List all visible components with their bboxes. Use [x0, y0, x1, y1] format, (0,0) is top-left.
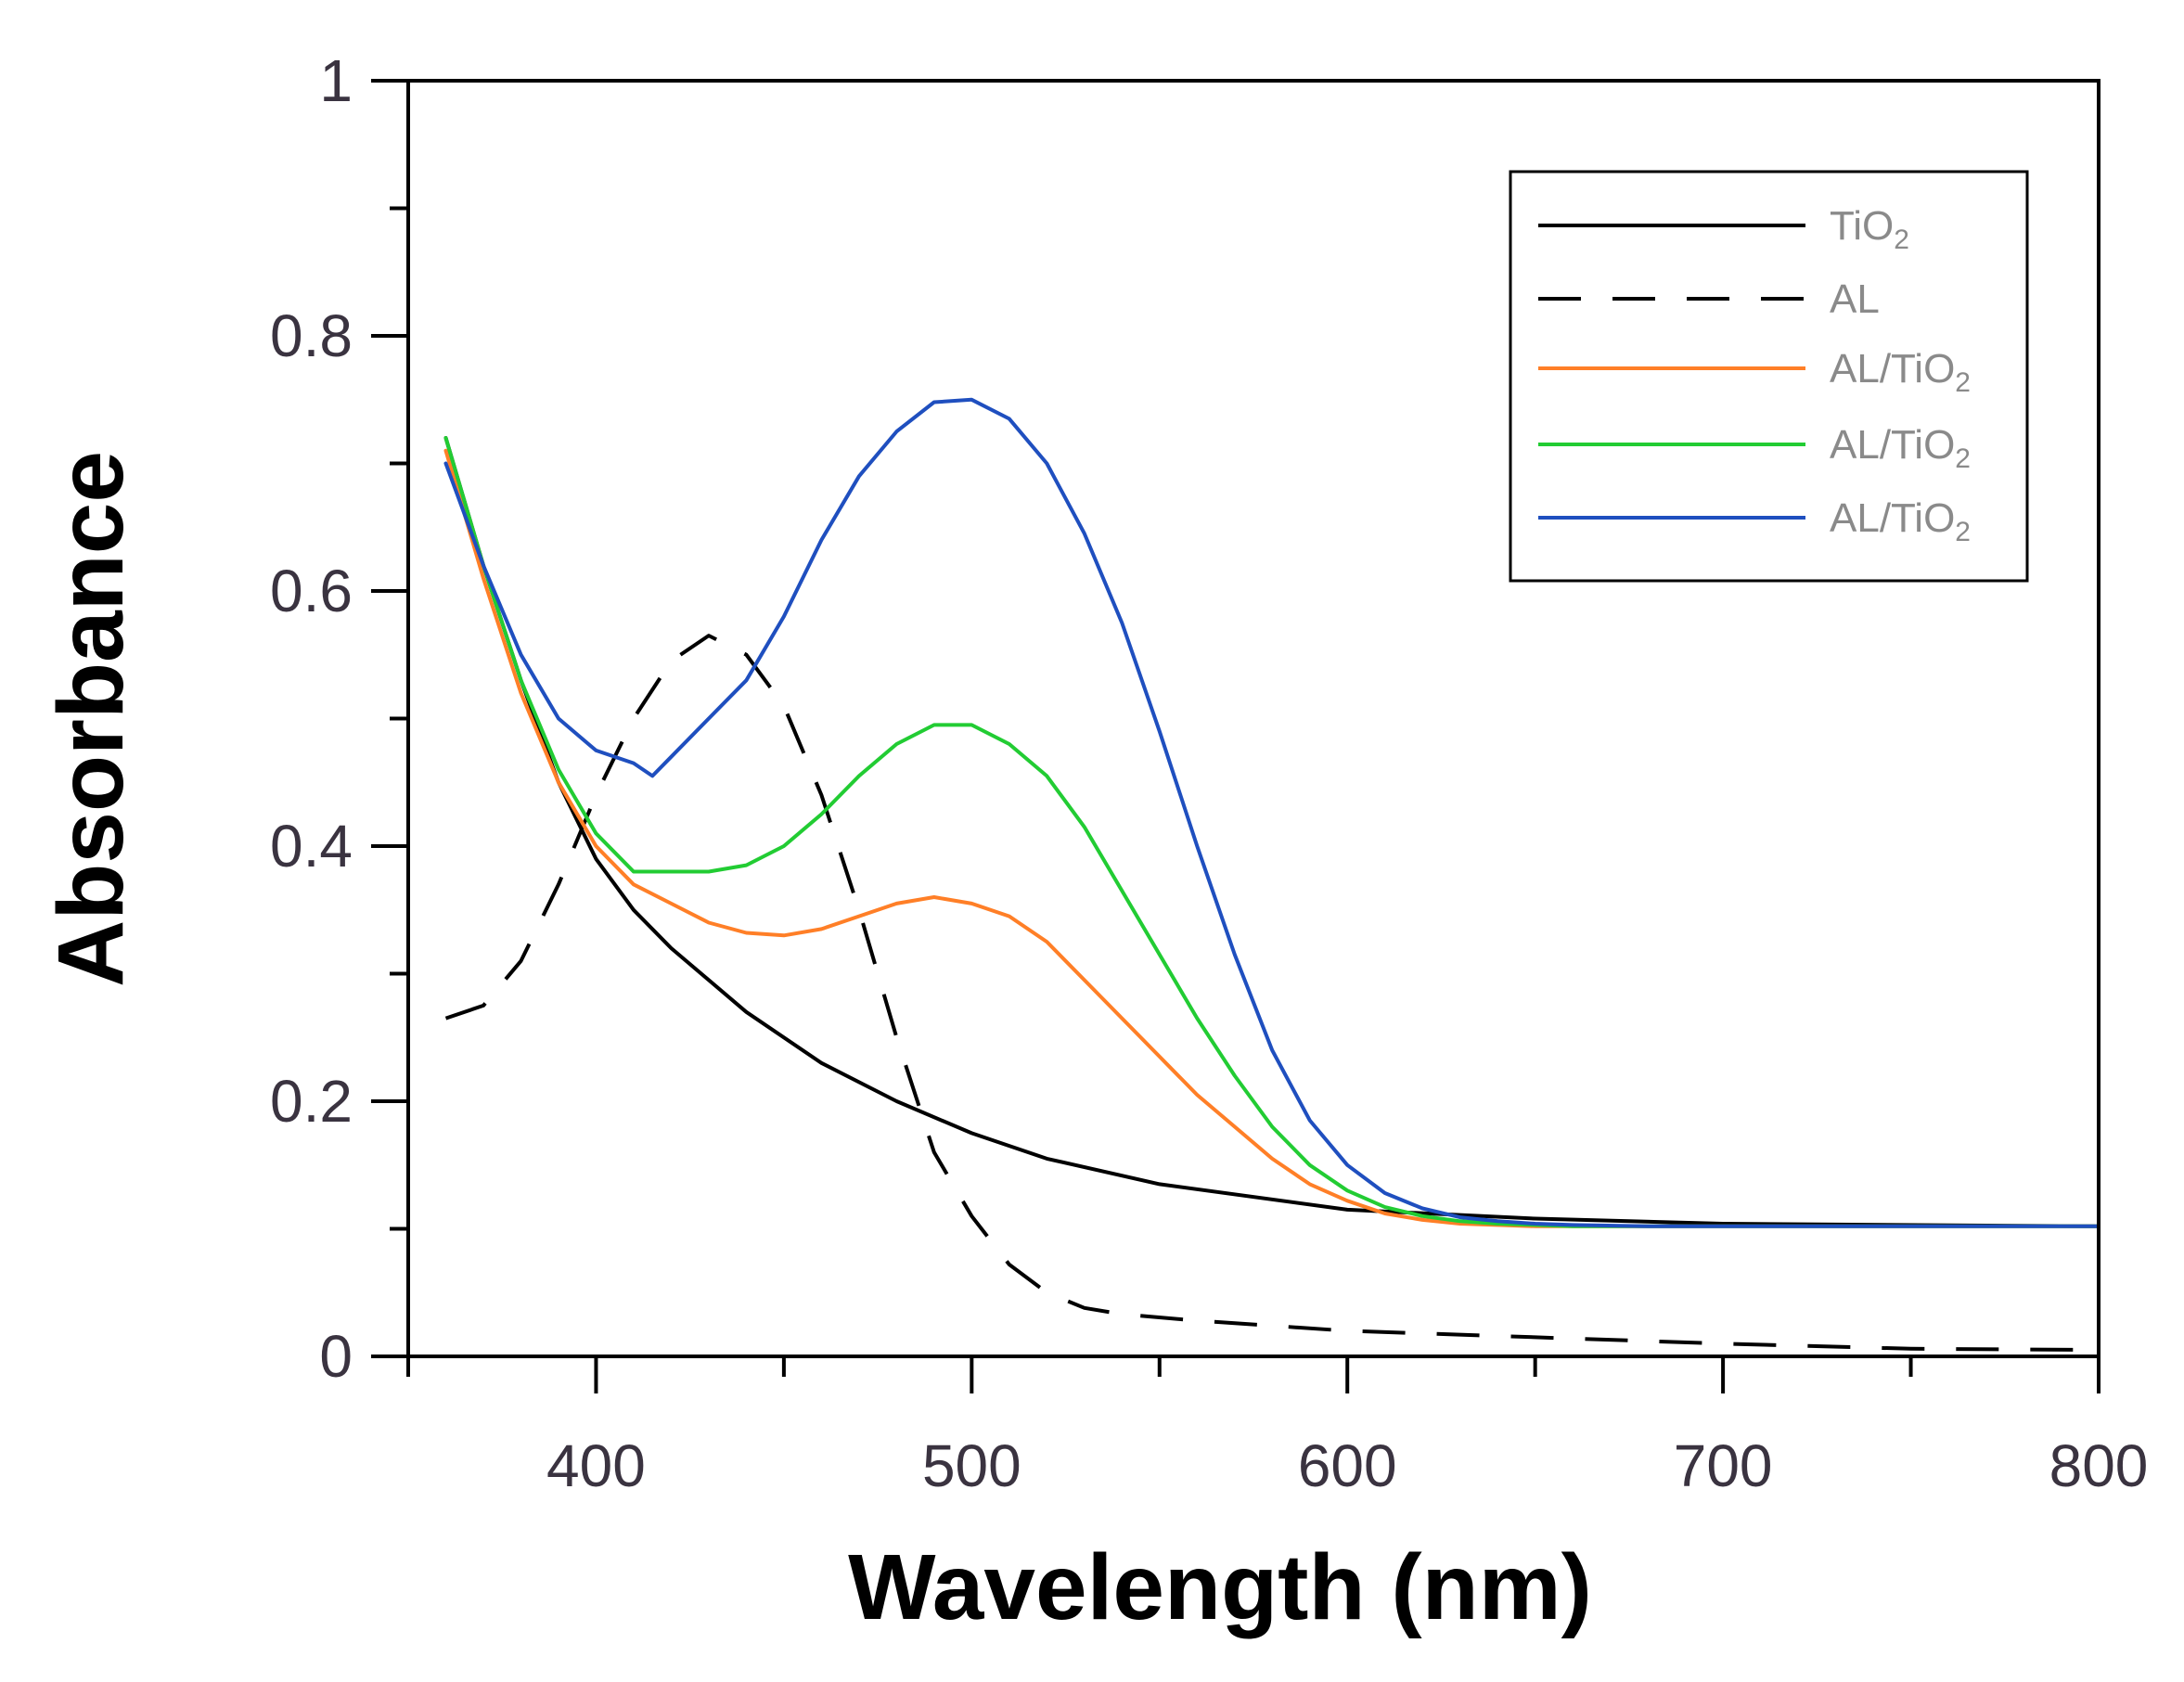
y-axis-title: Absorbance: [39, 451, 143, 987]
y-axis-ticks: 0 0.2 0.4 0.6 0.8 1: [270, 47, 408, 1390]
x-tick-label: 400: [546, 1432, 646, 1499]
legend-subscript: 2: [1894, 225, 1909, 255]
x-axis-ticks: 400 500 600 700 800: [406, 1356, 2149, 1499]
y-tick-label: 0.8: [270, 302, 353, 369]
legend-subscript: 2: [1955, 517, 1971, 547]
plot-frame: [406, 79, 2100, 1358]
x-tick-label: 500: [922, 1432, 1021, 1499]
y-tick-label: 1: [319, 47, 353, 114]
legend-subscript: 2: [1955, 367, 1971, 398]
legend-label-1: AL: [1830, 276, 1880, 322]
x-tick-label: 600: [1298, 1432, 1397, 1499]
x-axis-title: Wavelength (nm): [848, 1535, 1592, 1639]
y-tick-label: 0.6: [270, 558, 353, 624]
legend-box: [1509, 170, 2029, 583]
y-tick-label: 0.4: [270, 813, 353, 880]
y-tick-label: 0.2: [270, 1068, 353, 1135]
legend-label-4: AL/TiO2: [1830, 495, 1971, 547]
plot-series: [443, 397, 2100, 1353]
x-tick-label: 800: [2049, 1432, 2149, 1499]
series-line-4: [443, 397, 2100, 1228]
legend-subscript: 2: [1955, 443, 1971, 474]
series-line-2: [443, 448, 2100, 1228]
series-line-1: [444, 634, 2100, 1353]
x-tick-label: 700: [1674, 1432, 1773, 1499]
legend-label-3: AL/TiO2: [1830, 422, 1971, 474]
series-line-3: [443, 436, 2100, 1228]
y-tick-label: 0: [319, 1323, 353, 1390]
legend-label-2: AL/TiO2: [1830, 346, 1971, 398]
